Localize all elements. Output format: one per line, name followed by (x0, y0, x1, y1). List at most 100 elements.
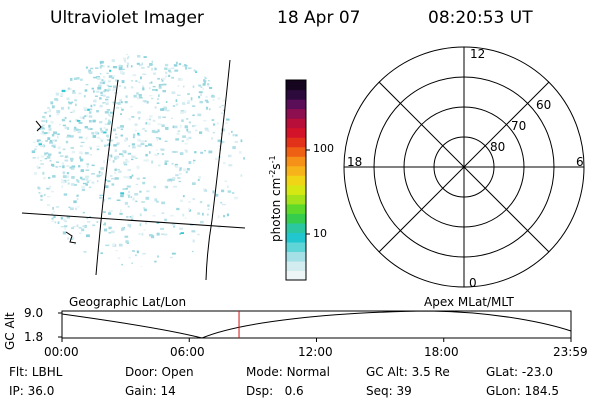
aurora-speckle (160, 108, 164, 111)
aurora-speckle (80, 141, 85, 144)
aurora-speckle (115, 133, 117, 135)
color-bar-band (286, 80, 306, 91)
aurora-speckle (80, 78, 83, 81)
aurora-speckle (202, 212, 204, 216)
aurora-speckle (120, 113, 122, 115)
aurora-speckle (78, 165, 81, 168)
aurora-speckle (107, 65, 110, 68)
info-ip: IP: 36.0 (9, 384, 55, 398)
aurora-speckle (134, 129, 138, 132)
aurora-speckle (207, 208, 210, 210)
aurora-speckle (90, 67, 94, 70)
mlat-label-80: 80 (490, 140, 506, 154)
x-tick-label: 06:00 (170, 345, 205, 359)
aurora-speckle (91, 87, 94, 90)
aurora-speckle (66, 90, 68, 92)
aurora-speckle (127, 152, 132, 155)
aurora-speckle (163, 106, 167, 109)
aurora-speckle (204, 76, 208, 79)
polar-diagonal (378, 81, 550, 253)
aurora-speckle (121, 154, 124, 157)
aurora-speckle (130, 196, 133, 198)
aurora-speckle (111, 77, 115, 80)
aurora-speckle (55, 206, 60, 208)
aurora-speckle (87, 127, 92, 131)
aurora-speckle (73, 77, 77, 80)
aurora-speckle (150, 81, 153, 84)
aurora-speckle (96, 110, 99, 113)
aurora-speckle (165, 101, 168, 103)
aurora-speckle (187, 100, 190, 102)
aurora-speckle (73, 183, 77, 186)
aurora-speckle (100, 62, 102, 65)
aurora-speckle (130, 65, 133, 68)
aurora-speckle (78, 122, 83, 124)
aurora-speckle (176, 132, 180, 135)
aurora-speckle (85, 136, 88, 140)
aurora-speckle (62, 175, 67, 179)
aurora-speckle (76, 120, 81, 122)
aurora-speckle (75, 207, 77, 211)
aurora-speckle (47, 137, 51, 140)
aurora-speckle (154, 130, 158, 134)
aurora-speckle (108, 231, 112, 234)
color-bar-tick-label: 10 (313, 227, 327, 240)
aurora-speckle (127, 205, 130, 208)
aurora-speckle (182, 213, 185, 217)
aurora-speckle (105, 244, 110, 247)
aurora-speckle (62, 171, 66, 175)
aurora-speckle (165, 75, 168, 78)
aurora-speckle (36, 165, 39, 168)
aurora-speckle (197, 113, 202, 117)
aurora-speckle (164, 162, 168, 165)
aurora-speckle (138, 94, 142, 97)
aurora-speckle (100, 167, 104, 170)
aurora-speckle (168, 178, 173, 181)
aurora-speckle (95, 67, 99, 69)
aurora-speckle (141, 67, 145, 69)
aurora-speckle (44, 117, 47, 119)
aurora-speckle (90, 128, 93, 130)
aurora-speckle (93, 104, 96, 107)
aurora-speckle (107, 122, 111, 125)
aurora-speckle (61, 185, 64, 189)
color-bar-band (286, 89, 306, 100)
aurora-speckle (108, 210, 113, 213)
aurora-speckle (176, 207, 180, 211)
aurora-speckle (60, 92, 64, 96)
aurora-speckle (100, 94, 104, 96)
aurora-speckle (133, 156, 136, 159)
aurora-speckle (131, 143, 135, 146)
aurora-speckle (137, 111, 141, 114)
aurora-speckle (136, 62, 140, 65)
aurora-speckle (131, 116, 135, 118)
aurora-speckle (182, 135, 186, 138)
aurora-speckle (84, 126, 88, 129)
aurora-speckle (74, 126, 77, 129)
aurora-speckle (95, 95, 98, 97)
aurora-speckle (198, 91, 203, 94)
aurora-speckle (47, 107, 50, 109)
aurora-speckle (88, 186, 92, 189)
aurora-speckle (136, 165, 140, 169)
color-bar-band (286, 232, 306, 243)
aurora-speckle (44, 158, 47, 160)
aurora-speckle (46, 155, 51, 159)
aurora-speckle (164, 218, 167, 222)
aurora-speckle (187, 131, 191, 134)
aurora-speckle (158, 164, 161, 167)
aurora-speckle (78, 151, 83, 154)
aurora-speckle (104, 185, 109, 189)
aurora-speckle (76, 194, 79, 196)
mlat-label-70: 70 (511, 119, 527, 133)
aurora-speckle (98, 84, 102, 87)
aurora-speckle (68, 102, 72, 105)
aurora-speckle (111, 230, 115, 234)
aurora-speckle (132, 250, 135, 252)
aurora-speckle (120, 195, 124, 198)
color-bar-band (286, 137, 306, 148)
aurora-speckle (154, 260, 157, 263)
aurora-speckle (106, 89, 110, 92)
aurora-speckle (212, 131, 215, 134)
aurora-speckle (154, 106, 157, 109)
